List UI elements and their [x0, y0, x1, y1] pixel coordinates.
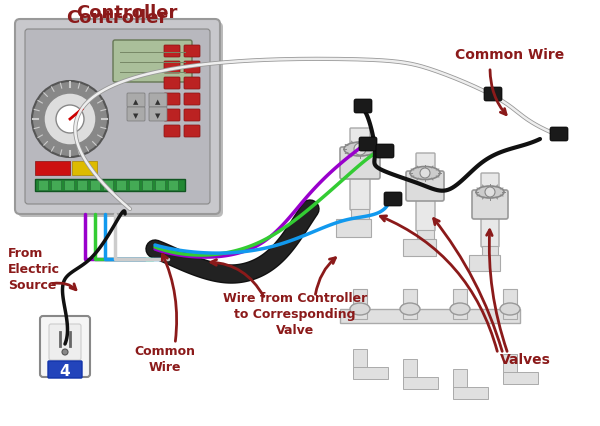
Bar: [351, 210, 369, 230]
Ellipse shape: [400, 303, 420, 315]
FancyBboxPatch shape: [164, 78, 180, 90]
Circle shape: [485, 187, 495, 198]
Bar: [155, 181, 165, 190]
FancyBboxPatch shape: [149, 94, 167, 108]
Ellipse shape: [344, 143, 376, 157]
Bar: [35, 180, 185, 192]
FancyBboxPatch shape: [384, 193, 402, 207]
FancyBboxPatch shape: [484, 88, 502, 102]
FancyBboxPatch shape: [359, 138, 377, 152]
Ellipse shape: [450, 303, 470, 315]
Ellipse shape: [410, 167, 440, 180]
FancyBboxPatch shape: [416, 154, 435, 231]
FancyBboxPatch shape: [164, 94, 180, 106]
FancyBboxPatch shape: [340, 148, 380, 180]
FancyBboxPatch shape: [184, 110, 200, 122]
Circle shape: [420, 169, 430, 178]
FancyBboxPatch shape: [15, 20, 220, 215]
FancyBboxPatch shape: [127, 94, 145, 108]
Text: ▲: ▲: [155, 99, 161, 105]
FancyBboxPatch shape: [40, 316, 90, 377]
Text: Common
Wire: Common Wire: [134, 345, 196, 374]
Circle shape: [44, 94, 96, 146]
Bar: [503, 289, 517, 319]
FancyBboxPatch shape: [127, 108, 145, 122]
Bar: [51, 181, 61, 190]
Bar: [353, 349, 367, 374]
FancyBboxPatch shape: [164, 62, 180, 74]
Text: ▲: ▲: [133, 99, 139, 105]
Bar: [142, 181, 152, 190]
Bar: [403, 239, 436, 256]
Bar: [90, 181, 100, 190]
FancyBboxPatch shape: [49, 324, 81, 360]
Bar: [417, 230, 434, 249]
Ellipse shape: [476, 187, 504, 199]
Text: Controller: Controller: [67, 9, 167, 27]
Bar: [403, 289, 417, 319]
Bar: [77, 181, 87, 190]
Bar: [103, 181, 113, 190]
FancyBboxPatch shape: [406, 172, 444, 201]
Bar: [340, 309, 520, 323]
FancyBboxPatch shape: [184, 78, 200, 90]
FancyBboxPatch shape: [550, 128, 568, 142]
FancyBboxPatch shape: [48, 361, 82, 378]
Bar: [503, 354, 517, 379]
Circle shape: [62, 349, 68, 355]
Bar: [453, 369, 467, 394]
FancyBboxPatch shape: [184, 94, 200, 106]
Circle shape: [56, 106, 84, 134]
Bar: [116, 181, 126, 190]
Bar: [403, 359, 417, 384]
Bar: [38, 181, 48, 190]
FancyBboxPatch shape: [354, 100, 372, 114]
Ellipse shape: [500, 303, 520, 315]
Bar: [353, 367, 388, 379]
Bar: [403, 377, 438, 389]
Text: Wire from Controller
to Corresponding
Valve: Wire from Controller to Corresponding Va…: [223, 292, 367, 337]
Circle shape: [32, 82, 108, 158]
Bar: [35, 161, 70, 176]
FancyBboxPatch shape: [350, 129, 370, 210]
Bar: [336, 219, 371, 237]
Text: Valves: Valves: [500, 352, 551, 366]
Bar: [168, 181, 178, 190]
Bar: [453, 387, 488, 399]
Circle shape: [354, 144, 366, 155]
Bar: [353, 289, 367, 319]
Bar: [453, 289, 467, 319]
Text: ▼: ▼: [133, 113, 139, 119]
FancyBboxPatch shape: [18, 23, 223, 218]
Text: Controller: Controller: [76, 4, 178, 22]
FancyBboxPatch shape: [113, 41, 192, 83]
FancyBboxPatch shape: [149, 108, 167, 122]
Bar: [482, 246, 498, 265]
Bar: [129, 181, 139, 190]
FancyBboxPatch shape: [164, 46, 180, 58]
FancyBboxPatch shape: [184, 46, 200, 58]
Bar: [64, 181, 74, 190]
FancyBboxPatch shape: [25, 30, 210, 204]
FancyBboxPatch shape: [376, 145, 394, 158]
FancyBboxPatch shape: [472, 190, 508, 219]
Text: 4: 4: [59, 364, 70, 379]
FancyBboxPatch shape: [164, 110, 180, 122]
Bar: [503, 372, 538, 384]
Text: Common Wire: Common Wire: [455, 48, 564, 62]
FancyBboxPatch shape: [164, 126, 180, 138]
Text: From
Electric
Source: From Electric Source: [8, 247, 60, 292]
Bar: [469, 256, 500, 271]
Ellipse shape: [350, 303, 370, 315]
FancyBboxPatch shape: [481, 173, 499, 248]
FancyBboxPatch shape: [184, 126, 200, 138]
Text: ▼: ▼: [155, 113, 161, 119]
FancyBboxPatch shape: [184, 62, 200, 74]
Bar: [72, 161, 97, 176]
